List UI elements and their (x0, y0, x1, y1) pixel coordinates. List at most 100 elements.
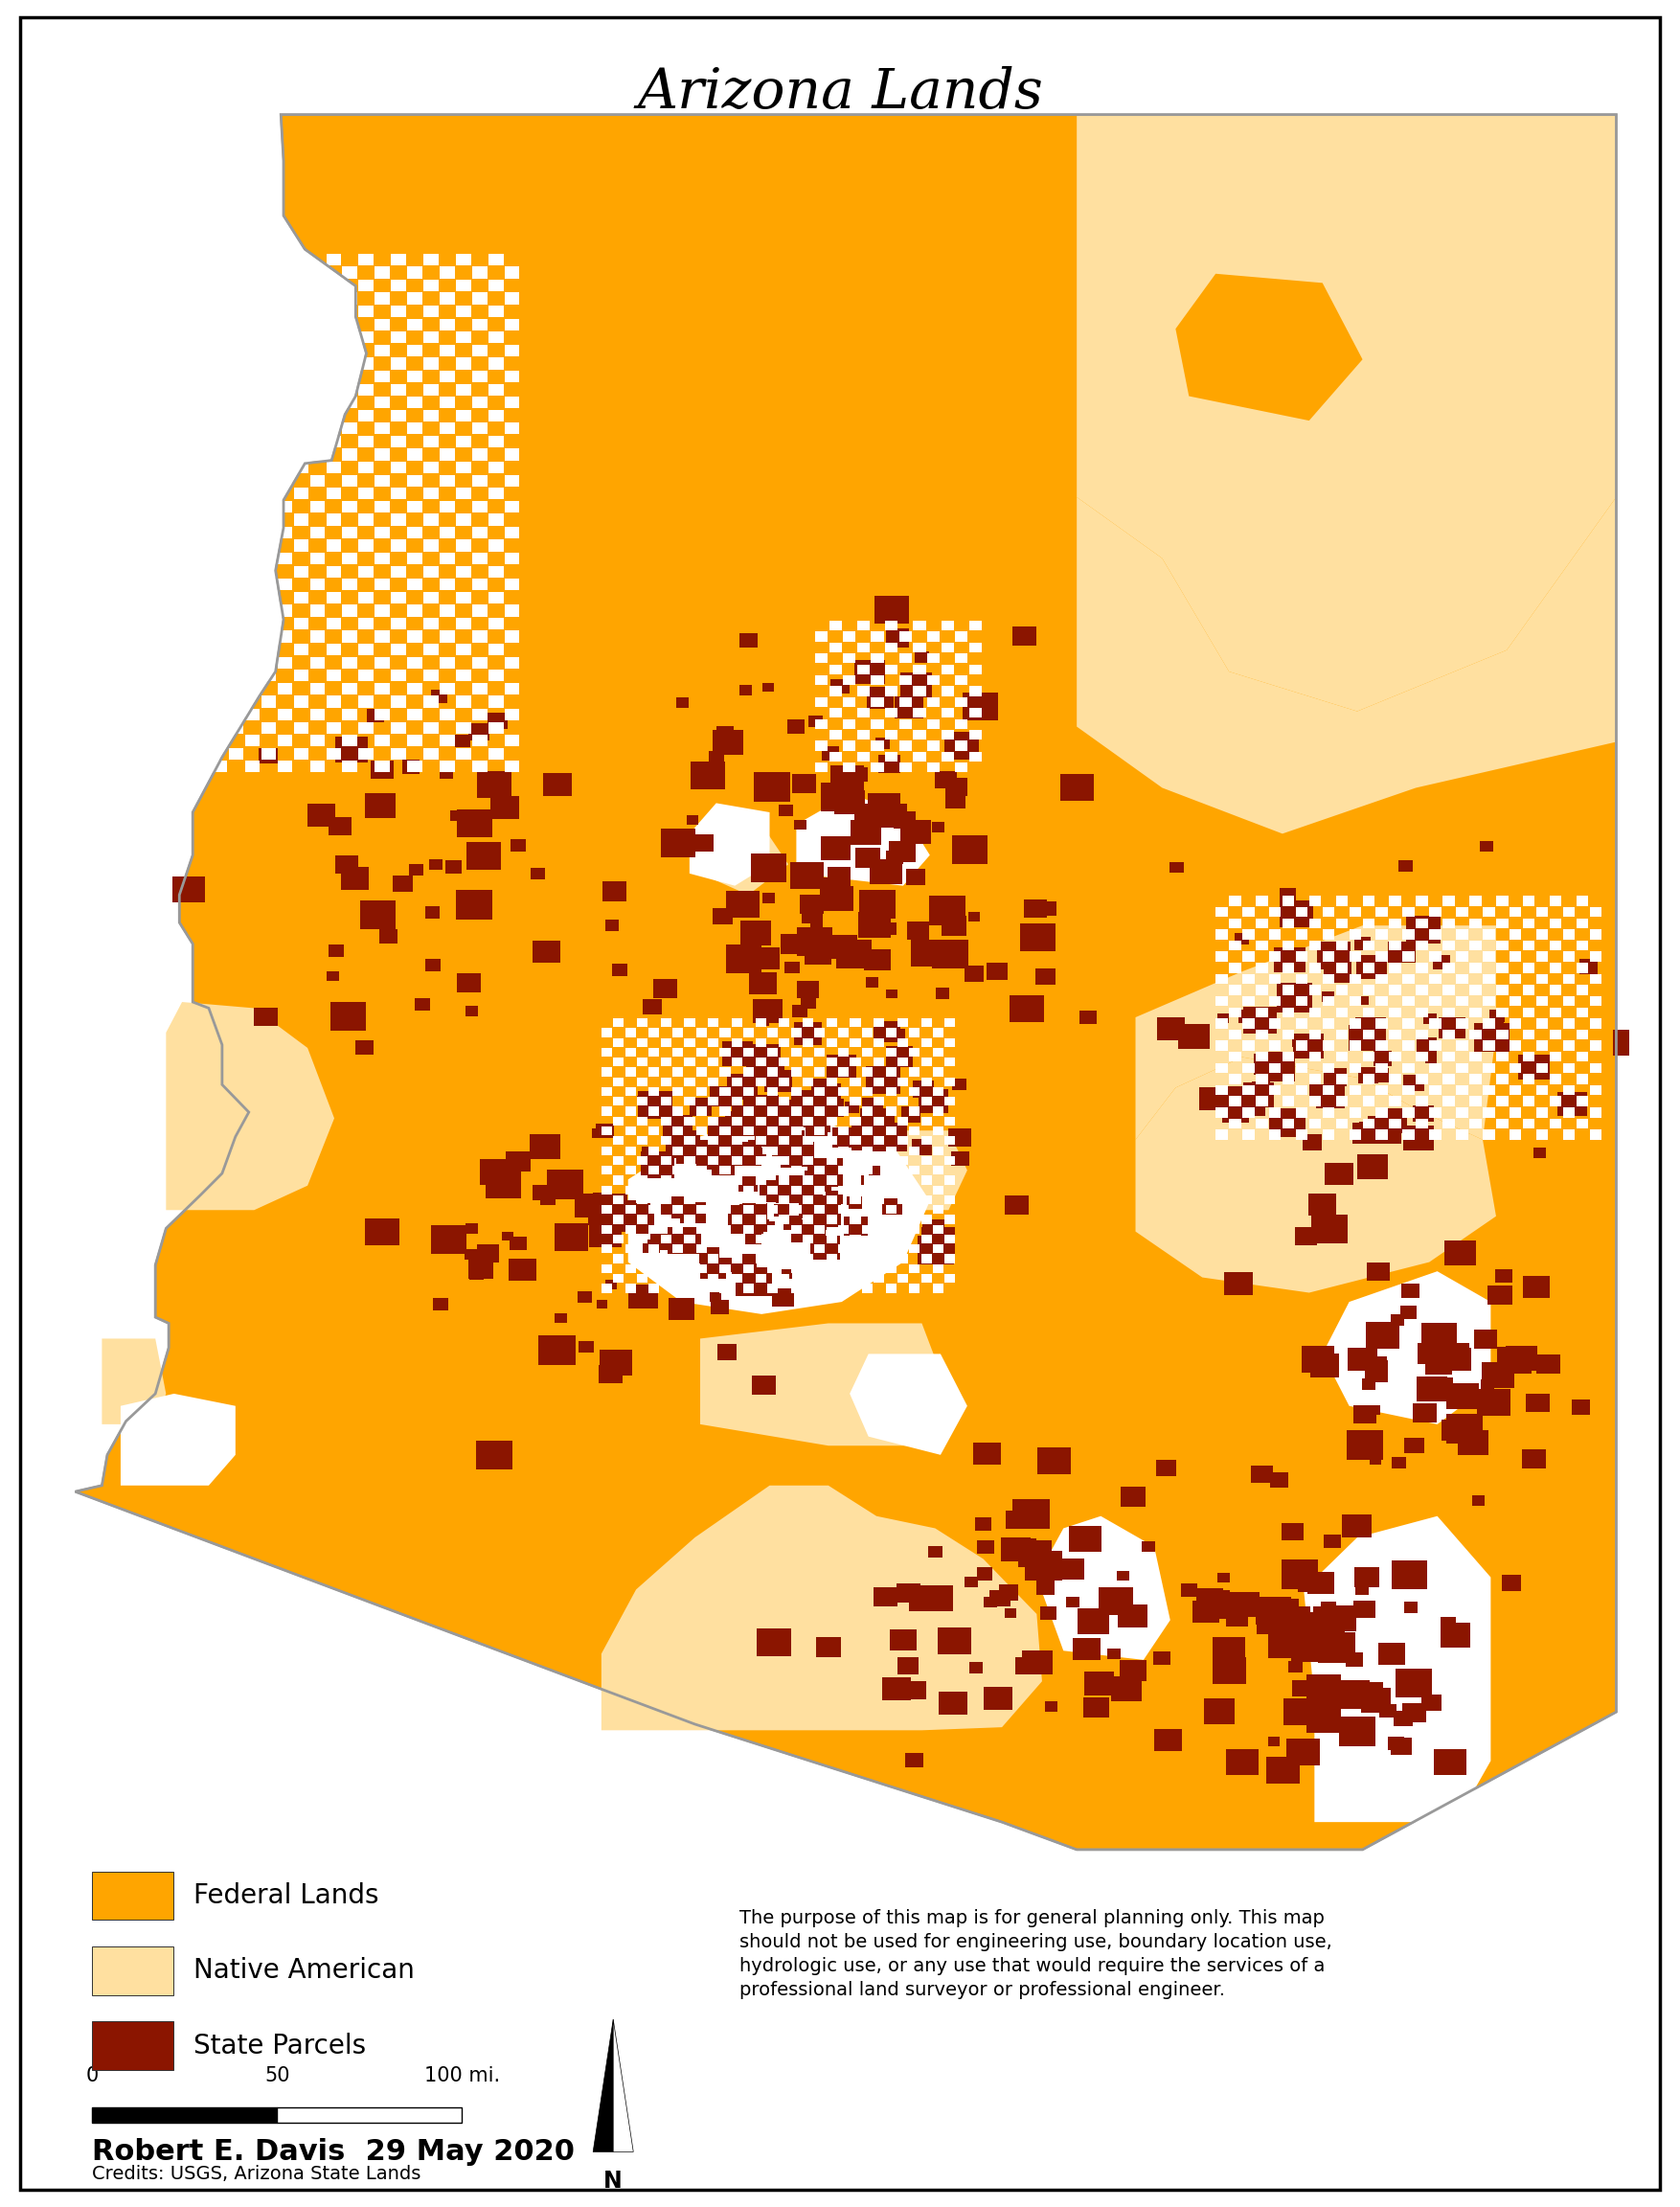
Polygon shape (1430, 951, 1441, 962)
Polygon shape (862, 1265, 872, 1273)
Polygon shape (408, 371, 422, 382)
Polygon shape (326, 618, 341, 629)
Polygon shape (408, 631, 422, 642)
Polygon shape (909, 1225, 921, 1234)
Polygon shape (260, 748, 276, 759)
Polygon shape (1322, 907, 1334, 918)
Polygon shape (791, 1126, 801, 1134)
Polygon shape (756, 1216, 766, 1225)
Polygon shape (489, 644, 504, 655)
Polygon shape (1282, 1053, 1294, 1062)
Polygon shape (380, 929, 398, 945)
Polygon shape (180, 475, 195, 486)
Polygon shape (699, 1247, 719, 1262)
Polygon shape (212, 344, 227, 355)
Polygon shape (613, 1156, 623, 1165)
Polygon shape (245, 682, 259, 695)
Polygon shape (1336, 1053, 1347, 1062)
Polygon shape (1216, 1130, 1228, 1139)
Polygon shape (1589, 1086, 1601, 1095)
Polygon shape (613, 1196, 623, 1205)
Polygon shape (862, 1205, 872, 1214)
Polygon shape (1268, 1130, 1282, 1139)
Polygon shape (654, 980, 677, 998)
Text: Credits: USGS, Arizona State Lands: Credits: USGS, Arizona State Lands (92, 2165, 422, 2183)
Polygon shape (423, 488, 438, 499)
Polygon shape (1403, 995, 1415, 1006)
Polygon shape (1483, 1086, 1495, 1095)
Polygon shape (328, 817, 351, 836)
Polygon shape (756, 1017, 766, 1026)
Polygon shape (197, 669, 210, 682)
Polygon shape (1230, 896, 1242, 907)
Polygon shape (506, 658, 519, 669)
Polygon shape (1589, 1064, 1601, 1073)
Polygon shape (358, 748, 373, 759)
Polygon shape (1268, 973, 1282, 984)
Polygon shape (457, 254, 470, 265)
Polygon shape (660, 830, 696, 856)
Polygon shape (408, 863, 423, 876)
Polygon shape (408, 578, 422, 591)
Polygon shape (477, 1245, 499, 1262)
Polygon shape (408, 475, 422, 486)
Polygon shape (1416, 1053, 1428, 1062)
Polygon shape (440, 371, 455, 382)
Polygon shape (791, 1088, 801, 1097)
Polygon shape (489, 722, 504, 733)
Polygon shape (260, 514, 276, 525)
Polygon shape (1309, 1028, 1320, 1039)
Polygon shape (1309, 940, 1320, 951)
Polygon shape (862, 1225, 872, 1234)
Polygon shape (148, 708, 161, 719)
Polygon shape (921, 1196, 932, 1205)
Polygon shape (1282, 918, 1294, 929)
Polygon shape (1448, 1638, 1460, 1646)
Polygon shape (259, 748, 279, 764)
Polygon shape (637, 1254, 647, 1262)
Polygon shape (541, 1192, 556, 1205)
Polygon shape (613, 1137, 623, 1145)
Polygon shape (102, 1340, 166, 1424)
Polygon shape (1349, 907, 1361, 918)
Polygon shape (850, 1216, 860, 1225)
Polygon shape (1322, 973, 1334, 984)
Polygon shape (783, 1141, 815, 1165)
Polygon shape (719, 1117, 743, 1134)
Polygon shape (637, 1097, 647, 1106)
Polygon shape (731, 1141, 761, 1165)
Polygon shape (808, 1115, 830, 1132)
Polygon shape (1121, 1488, 1146, 1507)
Polygon shape (1268, 1737, 1280, 1746)
Polygon shape (1349, 1086, 1361, 1095)
Polygon shape (1376, 929, 1388, 940)
Polygon shape (294, 541, 307, 552)
Polygon shape (660, 1037, 672, 1046)
Polygon shape (375, 552, 390, 565)
Polygon shape (1255, 896, 1268, 907)
Polygon shape (1119, 1660, 1146, 1682)
Polygon shape (1448, 1344, 1470, 1360)
Polygon shape (897, 1176, 907, 1185)
Polygon shape (875, 737, 890, 748)
Polygon shape (1443, 962, 1455, 973)
Polygon shape (642, 1152, 674, 1179)
Polygon shape (944, 1137, 956, 1145)
Polygon shape (1322, 929, 1334, 940)
Polygon shape (969, 753, 981, 761)
Polygon shape (596, 1194, 627, 1220)
Polygon shape (457, 973, 480, 993)
Polygon shape (696, 1165, 707, 1174)
Polygon shape (423, 695, 438, 708)
Polygon shape (1285, 1739, 1320, 1766)
Polygon shape (660, 1176, 672, 1185)
Polygon shape (909, 1068, 921, 1077)
Polygon shape (872, 1123, 907, 1152)
Polygon shape (754, 772, 790, 801)
Polygon shape (1443, 918, 1455, 929)
Polygon shape (1576, 918, 1588, 929)
Polygon shape (998, 1585, 1018, 1600)
Polygon shape (914, 686, 926, 695)
Polygon shape (1077, 497, 1616, 834)
Polygon shape (1562, 1017, 1574, 1028)
